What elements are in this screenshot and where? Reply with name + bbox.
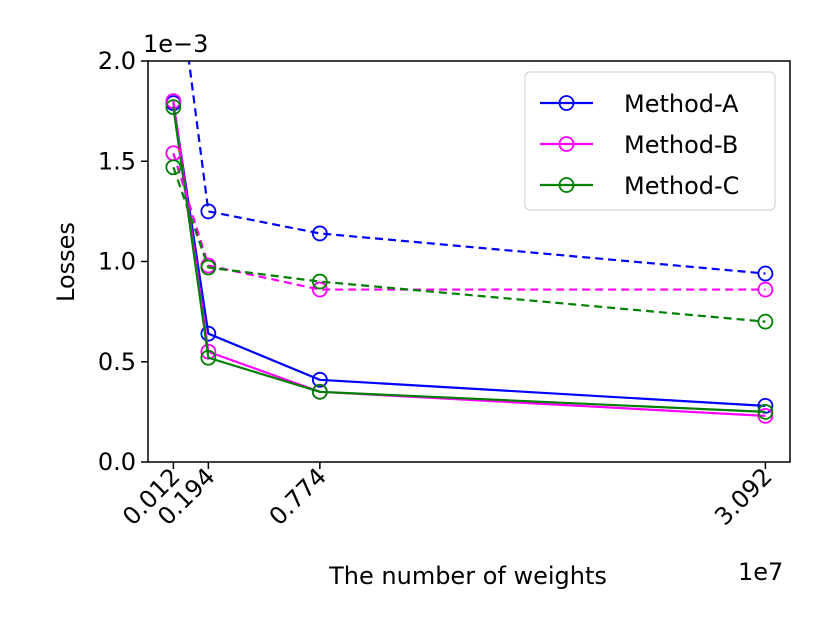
data-point	[757, 397, 774, 414]
data-point	[757, 407, 774, 424]
data-point	[311, 273, 328, 290]
y-tick-label: 2.0	[98, 47, 136, 75]
data-point	[200, 325, 217, 342]
data-point	[757, 281, 774, 298]
y-tick-label: 0.0	[98, 448, 136, 476]
series-line	[172, 106, 766, 413]
data-point	[757, 313, 774, 330]
legend-marker	[558, 95, 575, 111]
data-point	[757, 403, 774, 420]
data-point	[200, 203, 217, 220]
y-axis: 0.0 0.5 1.0 1.5 2.0	[98, 47, 148, 476]
y-axis-title: Losses	[52, 222, 80, 302]
legend-marker	[558, 177, 575, 193]
data-point	[311, 281, 328, 298]
series-line	[172, 166, 766, 323]
legend-label: Method-C	[624, 172, 739, 200]
y-tick-label: 1.0	[98, 248, 136, 276]
data-point	[757, 265, 774, 282]
series-line	[187, 61, 766, 275]
legend-label: Method-B	[624, 131, 738, 159]
data-point	[200, 349, 217, 366]
x-axis-title: The number of weights	[328, 562, 607, 590]
series-layer	[165, 61, 774, 424]
x-offset-text: 1e7	[738, 558, 783, 586]
data-point	[311, 371, 328, 388]
legend-marker	[558, 136, 575, 152]
legend-box	[524, 71, 776, 211]
y-tick-label: 0.5	[98, 348, 136, 376]
y-tick-label: 1.5	[98, 147, 136, 175]
data-point	[311, 225, 328, 242]
legend-label: Method-A	[624, 90, 739, 118]
series-line	[172, 152, 766, 291]
y-offset-text: 1e−3	[143, 30, 208, 58]
data-point	[200, 259, 217, 276]
data-point	[311, 383, 328, 400]
data-point	[165, 159, 182, 176]
data-point	[165, 99, 182, 116]
legend: Method-A Method-B Method-C	[524, 71, 776, 211]
